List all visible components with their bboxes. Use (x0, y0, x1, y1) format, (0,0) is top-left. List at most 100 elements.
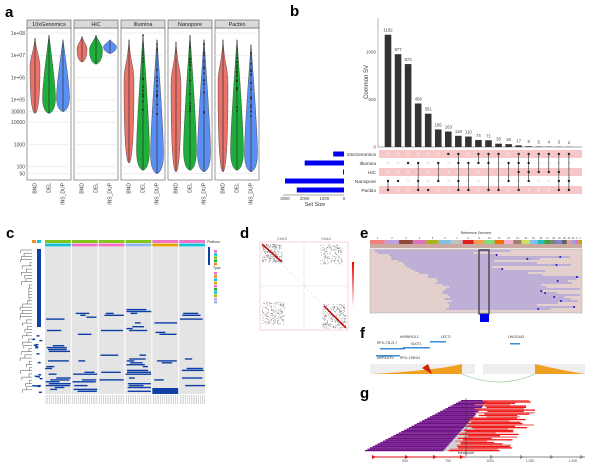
annotation-cell (34, 375, 38, 378)
contact-point (331, 258, 333, 260)
contact-point (275, 302, 276, 304)
read-gap (473, 416, 476, 418)
outlier-point (250, 115, 252, 118)
contact-point (324, 325, 326, 327)
heatmap-cell (127, 371, 151, 373)
read-right (482, 400, 529, 402)
contact-point (325, 311, 326, 312)
contact-point (330, 307, 332, 309)
contact-point (281, 315, 283, 317)
y-tick-label: 500 (368, 97, 376, 102)
contact-point (329, 245, 331, 247)
chromosome-band (426, 240, 439, 244)
contact-point (339, 311, 341, 312)
contact-point (273, 317, 275, 319)
dendrogram-branch (23, 252, 33, 257)
arrow-marker (372, 455, 376, 459)
read-left (364, 449, 444, 452)
contact-point (269, 257, 271, 259)
contact-point (343, 314, 345, 316)
dendrogram-branch (26, 386, 33, 390)
contact-point (274, 251, 276, 253)
outlier-point (236, 106, 238, 109)
chromosome-band (566, 240, 572, 244)
contact-point (264, 247, 265, 248)
contact-point (283, 306, 285, 308)
contact-point (340, 250, 342, 252)
contact-point (341, 319, 343, 321)
contact-point (338, 258, 340, 259)
contact-point (334, 320, 336, 322)
contact-point (265, 323, 267, 325)
contact-point (340, 304, 342, 305)
read-left (416, 422, 468, 425)
outlier-point (142, 78, 144, 81)
contact-point (328, 307, 329, 309)
contact-point (328, 244, 329, 245)
bar-value-label: 110 (465, 130, 472, 135)
contact-point (271, 319, 273, 321)
intersection-bar (434, 129, 442, 147)
read-left (458, 401, 487, 403)
read-left (429, 416, 474, 418)
dendrogram-branch (22, 322, 33, 327)
zoom-connector (370, 244, 582, 248)
contact-point (339, 250, 341, 251)
contact-point (266, 303, 268, 305)
panel-label-e: e (360, 225, 368, 242)
chromosome-band (561, 240, 567, 244)
contact-point (277, 321, 278, 323)
contact-point (343, 318, 345, 319)
contact-point (278, 261, 280, 263)
contact-point (262, 256, 264, 258)
contact-point (324, 251, 326, 253)
contact-point (321, 249, 323, 251)
contact-point (268, 309, 269, 311)
contact-point (322, 244, 324, 246)
contact-point (279, 310, 281, 312)
read-left (442, 409, 480, 411)
contact-point (332, 255, 334, 257)
set-size-tick: 1000 (320, 196, 330, 201)
read-left (393, 435, 457, 437)
contact-point (267, 257, 269, 259)
contact-point (265, 259, 267, 261)
chromosome-band (578, 240, 582, 244)
contact-point (325, 314, 326, 315)
contact-point (326, 250, 328, 252)
chromosome-label: 6 (444, 237, 446, 240)
set-size-bar (285, 178, 344, 184)
arrow-marker (405, 455, 409, 459)
contact-point (325, 250, 327, 252)
chromosome-band (550, 240, 557, 244)
dendrogram-branch (20, 259, 33, 263)
contact-point (330, 311, 331, 312)
read-right (455, 440, 488, 442)
heatmap-block (152, 388, 179, 394)
contact-point (345, 321, 347, 323)
panel-label-d: d (240, 225, 249, 242)
heatmap-cell (50, 379, 70, 381)
heatmap-cell (125, 373, 152, 375)
chromosome-label: 5 (432, 237, 434, 240)
annotation-cell (39, 377, 43, 380)
contact-point (283, 320, 285, 322)
read-right (486, 406, 527, 409)
dendrogram-branch (20, 370, 33, 374)
contact-point (271, 248, 273, 250)
contact-point (336, 313, 338, 315)
annotation-cell (37, 361, 41, 364)
heatmap-cell (72, 381, 96, 383)
contact-point (263, 249, 265, 251)
bar-value-label: 163 (445, 125, 453, 130)
contact-point (274, 321, 276, 323)
contact-point (343, 306, 345, 307)
contact-point (333, 306, 335, 308)
contact-point (266, 318, 268, 320)
heatmap-cell (48, 383, 71, 385)
contact-point (274, 244, 276, 245)
chr-title: Chr13 (277, 237, 287, 241)
contact-point (325, 324, 327, 326)
contact-point (273, 244, 274, 245)
chromosome-label: 10 (488, 237, 491, 240)
